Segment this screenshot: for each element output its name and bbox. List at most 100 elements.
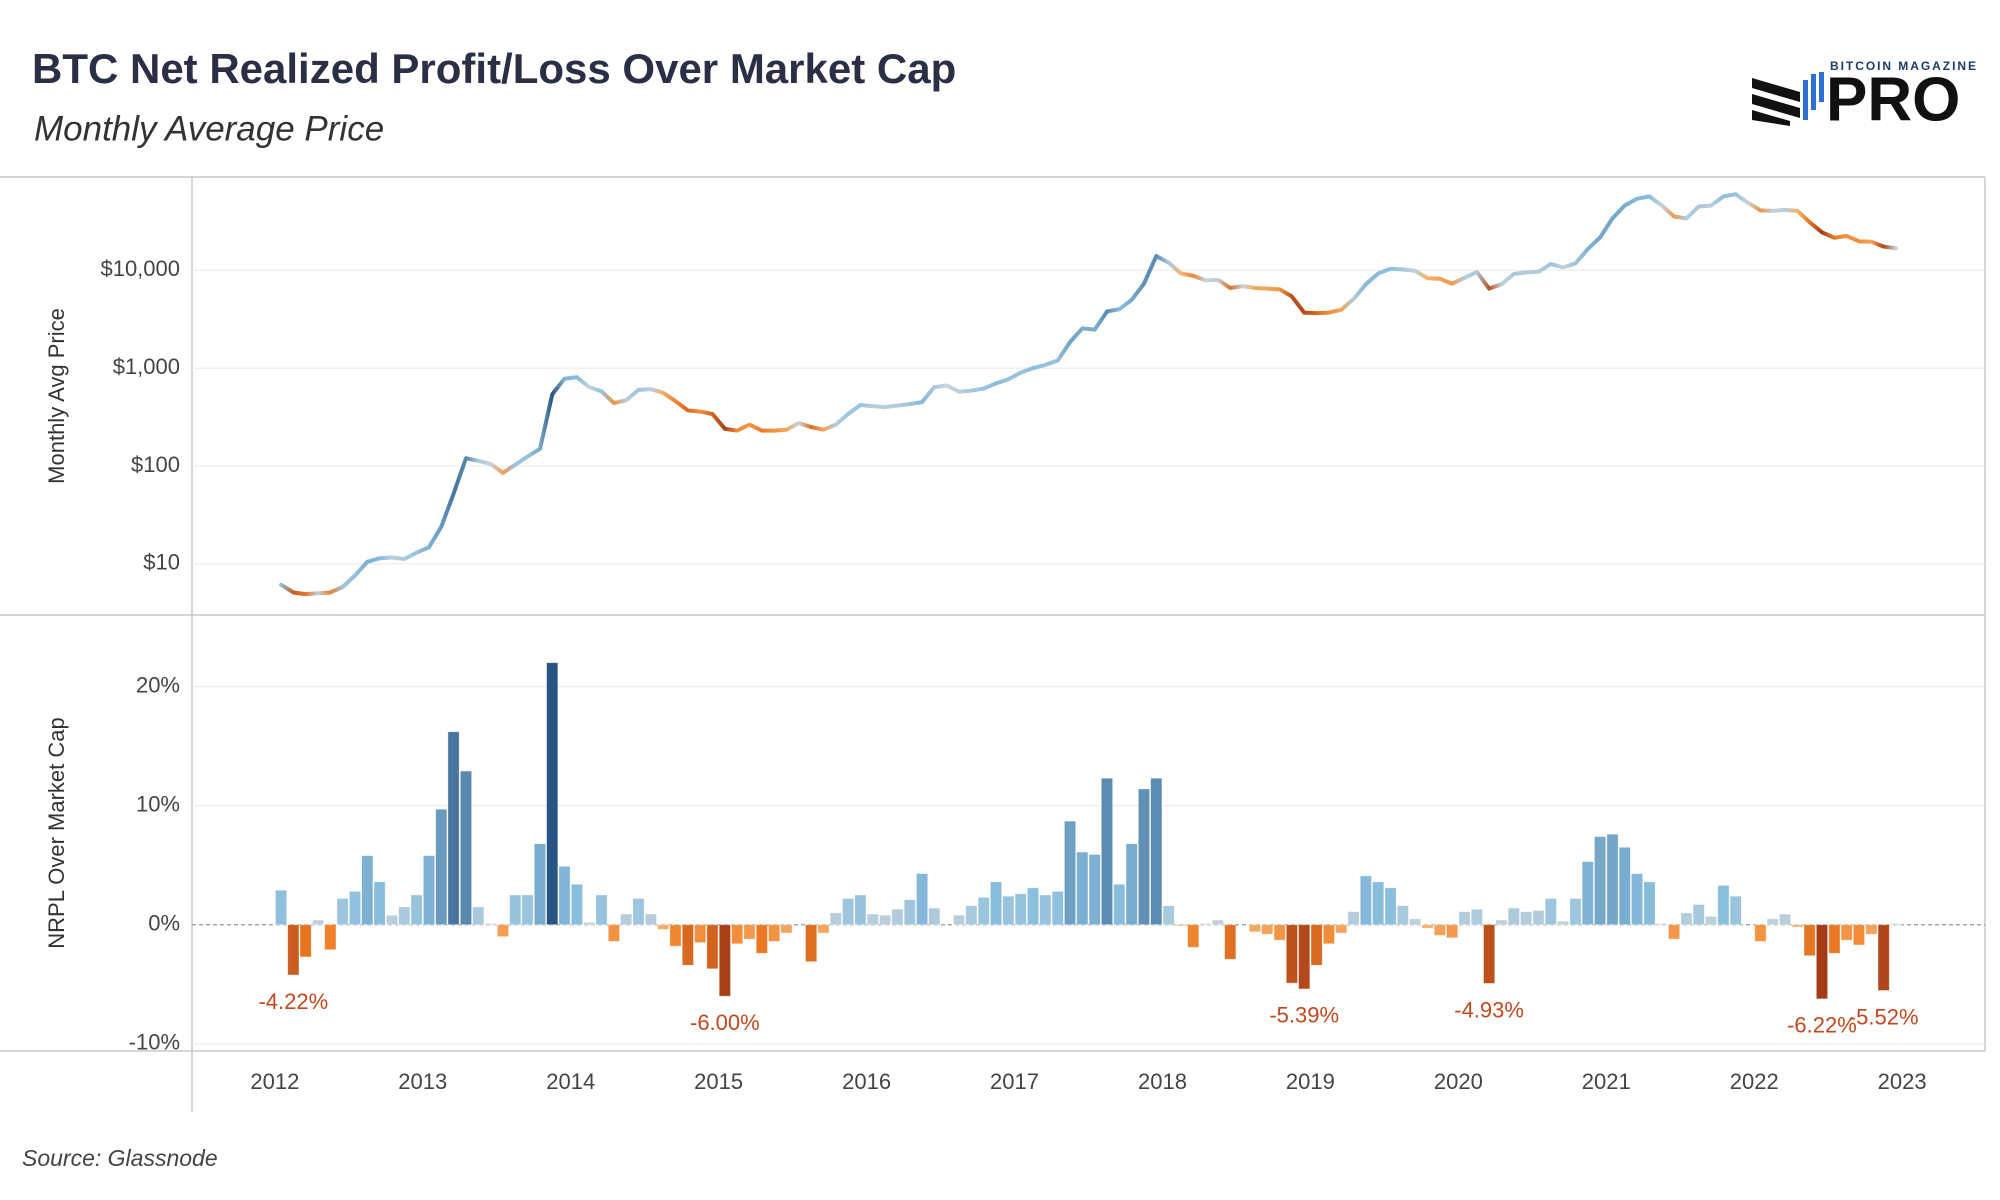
- logo-name: PRO: [1826, 65, 1960, 134]
- bar: [361, 855, 374, 926]
- bar: [1865, 924, 1878, 935]
- bar: [1544, 898, 1557, 926]
- bar: [706, 924, 719, 970]
- logo-stripe: [1752, 78, 1800, 102]
- bar: [287, 924, 300, 976]
- bar: [768, 924, 781, 942]
- x-tick-label: 2014: [546, 1069, 595, 1094]
- bar: [533, 843, 546, 926]
- x-tick-label: 2012: [250, 1069, 299, 1094]
- bar: [1778, 913, 1792, 926]
- bar: [965, 905, 978, 926]
- bar: [373, 881, 386, 926]
- bar: [891, 908, 904, 926]
- bar: [1729, 895, 1742, 926]
- bar: [1359, 875, 1372, 926]
- bar: [1692, 904, 1705, 926]
- data-label: -4.93%: [1454, 997, 1524, 1022]
- bar: [1803, 924, 1816, 957]
- bar: [275, 889, 288, 926]
- data-label: -5.39%: [1269, 1003, 1339, 1028]
- bar: [1495, 919, 1508, 926]
- bar: [1322, 924, 1335, 945]
- bar: [299, 924, 312, 958]
- bar: [496, 924, 510, 938]
- bar: [1014, 893, 1027, 926]
- bar: [607, 924, 620, 942]
- bar: [1162, 905, 1175, 926]
- bar: [324, 924, 337, 951]
- bar: [1433, 924, 1446, 936]
- bar: [1224, 924, 1237, 960]
- bar: [1051, 890, 1064, 926]
- bar: [1889, 923, 1902, 926]
- bar: [1840, 924, 1853, 941]
- bar: [546, 662, 559, 926]
- bar: [1704, 915, 1718, 926]
- x-tick-label: 2015: [694, 1069, 743, 1094]
- y-tick-label: $1,000: [113, 354, 180, 379]
- bar: [558, 865, 571, 926]
- bar: [953, 914, 966, 926]
- bar: [1199, 923, 1212, 926]
- bar: [484, 923, 497, 926]
- bar: [509, 894, 522, 926]
- bar: [1791, 924, 1804, 928]
- price-line: [279, 192, 1898, 597]
- logo-brand: BITCOIN MAGAZINE: [1830, 59, 1976, 73]
- bar: [928, 907, 941, 926]
- bar: [1076, 851, 1089, 926]
- bar: [1458, 911, 1471, 926]
- bar: [385, 914, 399, 926]
- bar: [1372, 881, 1385, 926]
- logo-candle: [1819, 72, 1824, 102]
- bar: [694, 924, 707, 943]
- y-tick-label: $10,000: [100, 256, 180, 281]
- logo-stripe: [1752, 110, 1790, 126]
- bar: [1815, 924, 1829, 1000]
- logo: BITCOIN MAGAZINE PRO: [1752, 59, 1976, 134]
- x-tick-label: 2016: [842, 1069, 891, 1094]
- y-axis-title: NRPL Over Market Cap: [44, 717, 69, 948]
- y-tick-label: $100: [131, 452, 180, 477]
- bar: [1446, 924, 1459, 939]
- bar: [1520, 911, 1533, 926]
- bar: [447, 731, 460, 926]
- bar: [570, 883, 583, 926]
- y-tick-label: 10%: [136, 791, 180, 816]
- bar: [1606, 833, 1619, 926]
- bar: [854, 894, 867, 926]
- bar: [1396, 905, 1409, 926]
- x-tick-label: 2020: [1434, 1069, 1483, 1094]
- bar: [1150, 777, 1163, 926]
- bar: [1754, 924, 1767, 942]
- bar: [410, 894, 423, 926]
- bar: [842, 898, 855, 926]
- bar: [829, 912, 842, 926]
- bar: [916, 873, 929, 926]
- bar: [1667, 924, 1681, 940]
- bar: [1655, 923, 1668, 926]
- bar: [632, 898, 645, 926]
- x-tick-label: 2021: [1582, 1069, 1631, 1094]
- bar: [1643, 881, 1656, 926]
- bar: [1285, 924, 1298, 984]
- y-tick-label: 20%: [136, 672, 180, 697]
- x-tick-label: 2017: [990, 1069, 1039, 1094]
- bar: [718, 924, 731, 997]
- bar: [1174, 924, 1188, 927]
- bar: [1088, 854, 1101, 926]
- x-tick-label: 2022: [1730, 1069, 1779, 1094]
- bar: [1100, 777, 1114, 926]
- bar: [755, 924, 768, 954]
- logo-stripe: [1752, 94, 1800, 118]
- bar: [1187, 924, 1200, 948]
- bar: [1532, 910, 1545, 926]
- bar: [1680, 912, 1693, 926]
- bar: [1137, 788, 1151, 926]
- bar: [1310, 924, 1323, 966]
- bar: [398, 906, 411, 926]
- bar: [1347, 911, 1360, 926]
- bar: [472, 906, 485, 926]
- source-note: Source: Glassnode: [22, 1145, 218, 1171]
